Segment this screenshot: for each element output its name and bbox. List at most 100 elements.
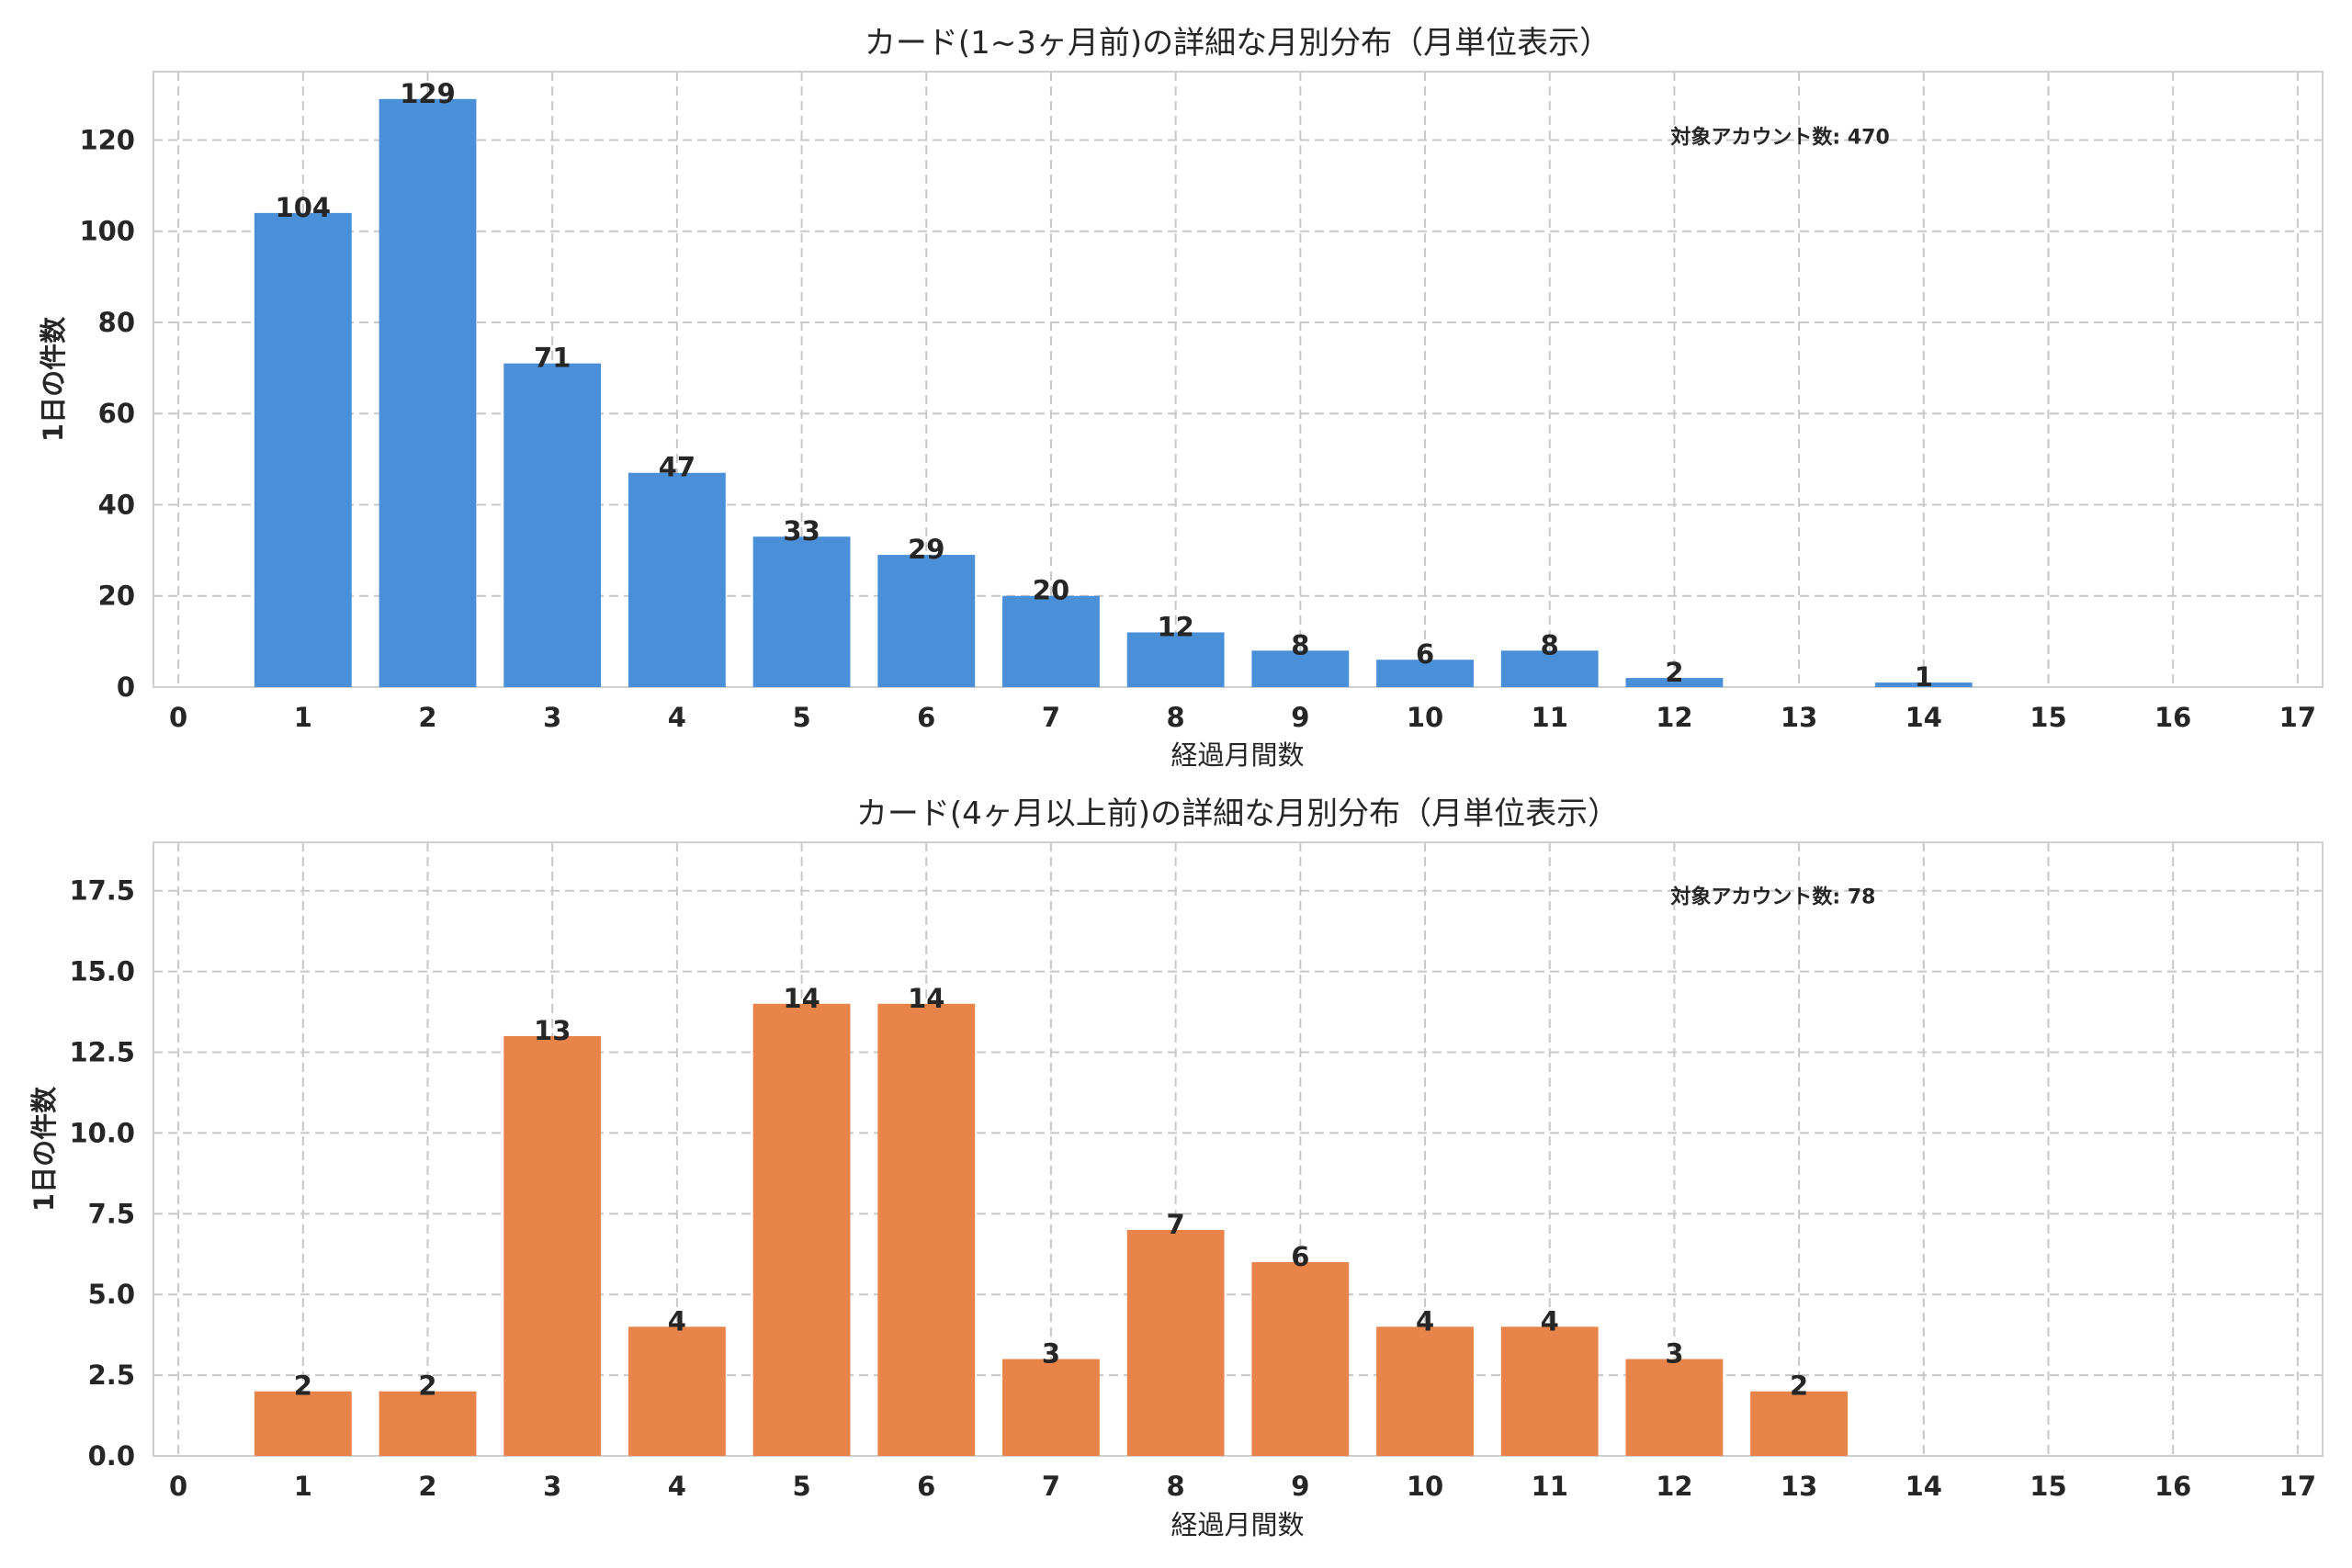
chart-1-bar xyxy=(379,98,477,688)
chart-2-x-tick-label: 12 xyxy=(1656,1471,1692,1502)
chart-2-x-tick-label: 7 xyxy=(1042,1471,1060,1502)
chart-2-x-tick-label: 15 xyxy=(2030,1471,2066,1502)
chart-1-bar xyxy=(1126,632,1225,687)
chart-1-y-tick-label: 80 xyxy=(98,307,135,338)
chart-1-title: カード(1~3ヶ月前)の詳細な月別分布（月単位表示） xyxy=(865,25,1611,62)
chart-2-bar-value-label: 3 xyxy=(1665,1338,1683,1370)
chart-2-y-tick-label: 0.0 xyxy=(88,1440,135,1472)
chart-1-x-tick-label: 17 xyxy=(2279,702,2316,733)
chart-1-bar xyxy=(254,212,352,687)
chart-2-bar xyxy=(1251,1262,1350,1456)
chart-2-bar xyxy=(254,1391,352,1456)
chart-1-y-tick-label: 60 xyxy=(98,398,135,429)
chart-1-bar xyxy=(503,363,602,687)
chart-1-bar-value-label: 12 xyxy=(1157,611,1193,642)
chart-1-bar-value-label: 129 xyxy=(400,78,456,109)
chart-2-bar xyxy=(1002,1359,1100,1456)
chart-2-bar-value-label: 14 xyxy=(783,983,820,1014)
chart-2-bar-value-label: 4 xyxy=(668,1305,686,1337)
chart-1-y-axis-label: 1日の件数 xyxy=(38,316,69,442)
chart-2-bar xyxy=(752,1003,851,1456)
chart-1-x-tick-label: 16 xyxy=(2154,702,2191,733)
chart-2-x-tick-label: 6 xyxy=(917,1471,935,1502)
chart-2-x-tick-label: 1 xyxy=(294,1471,312,1502)
chart-1-bar-value-label: 47 xyxy=(659,452,695,483)
chart-1-y-tick-label: 20 xyxy=(98,581,135,612)
chart-2-bar-value-label: 2 xyxy=(1790,1371,1808,1402)
chart-1-plot-area xyxy=(153,71,2324,688)
chart-2-x-tick-label: 5 xyxy=(792,1471,810,1502)
chart-1-x-tick-label: 9 xyxy=(1291,702,1309,733)
chart-1-x-tick-label: 8 xyxy=(1167,702,1185,733)
chart-2-y-tick-label: 7.5 xyxy=(88,1198,135,1229)
chart-2-x-tick-label: 13 xyxy=(1781,1471,1817,1502)
chart-1-bar xyxy=(1002,595,1100,687)
chart-2-plot-area xyxy=(153,841,2324,1457)
chart-2-bar xyxy=(1750,1391,1849,1456)
chart-1-bar xyxy=(1625,678,1724,687)
chart-2-y-tick-label: 17.5 xyxy=(69,875,135,907)
chart-2-bar xyxy=(877,1003,976,1456)
chart-2-bar xyxy=(379,1391,477,1456)
chart-2-bar-value-label: 2 xyxy=(294,1371,312,1402)
chart-1-x-tick-label: 13 xyxy=(1781,702,1817,733)
chart-2-y-tick-label: 15.0 xyxy=(69,956,135,987)
chart-1-y-tick-label: 120 xyxy=(79,124,135,155)
chart-2-x-tick-label: 17 xyxy=(2279,1471,2316,1502)
chart-1-bar-value-label: 104 xyxy=(276,192,332,223)
chart-2-x-tick-label: 9 xyxy=(1291,1471,1309,1502)
chart-1-x-tick-label: 12 xyxy=(1656,702,1692,733)
chart-1-x-tick-label: 7 xyxy=(1042,702,1060,733)
chart-1-x-tick-label: 6 xyxy=(917,702,935,733)
chart-1-x-tick-label: 4 xyxy=(668,702,686,733)
chart-1-bar-value-label: 1 xyxy=(1915,661,1933,693)
chart-2-title: カード(4ヶ月以上前)の詳細な月別分布（月単位表示） xyxy=(856,795,1619,832)
chart-1-bar-value-label: 2 xyxy=(1665,657,1683,688)
chart-2-bar xyxy=(1126,1229,1225,1456)
chart-2-x-tick-label: 8 xyxy=(1167,1471,1185,1502)
chart-2-bar xyxy=(503,1035,602,1456)
chart-2-x-tick-label: 14 xyxy=(1905,1471,1942,1502)
chart-2-bar-value-label: 13 xyxy=(534,1015,571,1046)
chart-2-bar-value-label: 3 xyxy=(1042,1338,1060,1370)
chart-2-bar-value-label: 2 xyxy=(418,1371,436,1402)
chart-2-x-tick-label: 0 xyxy=(169,1471,187,1502)
chart-1-bar-value-label: 71 xyxy=(534,343,571,374)
chart-1-y-tick-label: 40 xyxy=(98,489,135,520)
chart-2-x-tick-label: 10 xyxy=(1407,1471,1443,1502)
chart-1-x-tick-label: 0 xyxy=(169,702,187,733)
chart-2-x-tick-label: 16 xyxy=(2154,1471,2191,1502)
chart-1-x-tick-label: 15 xyxy=(2030,702,2066,733)
chart-2-bar xyxy=(1500,1326,1599,1456)
chart-1-y-tick-label: 0 xyxy=(117,671,135,703)
chart-1-bar-value-label: 29 xyxy=(908,534,944,565)
chart-1-x-tick-label: 3 xyxy=(543,702,561,733)
chart-2-x-tick-label: 4 xyxy=(668,1471,686,1502)
chart-1-x-tick-label: 1 xyxy=(294,702,312,733)
chart-1-bar xyxy=(877,555,976,687)
chart-2-y-tick-label: 12.5 xyxy=(69,1037,135,1068)
chart-2-bar-value-label: 4 xyxy=(1416,1305,1434,1337)
chart-2-y-tick-label: 5.0 xyxy=(88,1279,135,1310)
chart-1-bar xyxy=(1500,650,1599,687)
chart-1-x-tick-label: 2 xyxy=(418,702,436,733)
chart-2-x-tick-label: 2 xyxy=(418,1471,436,1502)
chart-2-annotation: 対象アカウント数: 78 xyxy=(1670,886,1875,909)
chart-1-bar-value-label: 20 xyxy=(1033,575,1069,606)
chart-1-bar xyxy=(628,472,726,687)
chart-1-bar xyxy=(1376,660,1474,687)
chart-2-x-tick-label: 11 xyxy=(1532,1471,1568,1502)
chart-1-bar xyxy=(1874,682,1973,687)
chart-2-bar xyxy=(1376,1326,1474,1456)
chart-1-bar xyxy=(752,536,851,687)
chart-1-x-tick-label: 5 xyxy=(792,702,810,733)
chart-2-bar-value-label: 4 xyxy=(1541,1305,1559,1337)
chart-1-x-tick-label: 14 xyxy=(1905,702,1942,733)
chart-1-bar-value-label: 8 xyxy=(1541,629,1559,660)
chart-1-bar-value-label: 8 xyxy=(1291,629,1309,660)
chart-2-bar xyxy=(628,1326,726,1456)
chart-2-x-tick-label: 3 xyxy=(543,1471,561,1502)
chart-1-bar-value-label: 33 xyxy=(783,515,820,547)
chart-2-bar-value-label: 14 xyxy=(908,983,944,1014)
